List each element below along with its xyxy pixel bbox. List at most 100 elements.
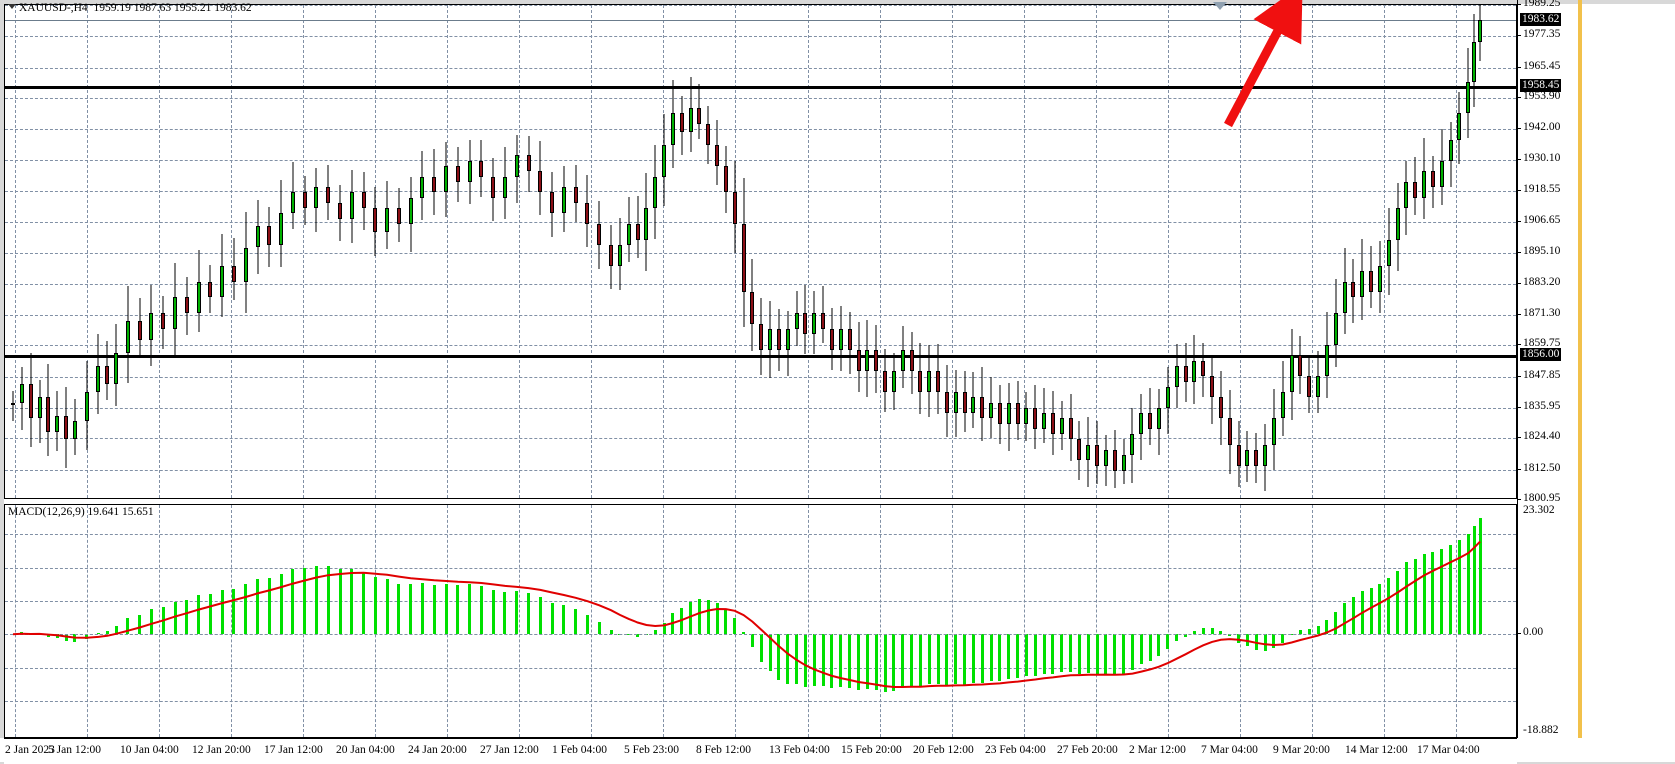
- candle-body-bearish: [883, 371, 888, 393]
- macd-histogram-bar: [597, 621, 601, 635]
- candlestick: [420, 5, 425, 498]
- grid-line-vertical: [519, 5, 520, 498]
- window-top-edge: [0, 0, 1675, 4]
- macd-histogram-bar: [865, 634, 869, 689]
- grid-line-vertical: [808, 5, 809, 498]
- candle-body-bullish: [1121, 455, 1126, 471]
- time-axis-label: 12 Jan 20:00: [192, 744, 251, 756]
- candle-body-bearish: [361, 192, 366, 209]
- macd-indicator-pane[interactable]: [4, 504, 1517, 738]
- candlestick: [644, 5, 649, 498]
- candle-body-bullish: [1316, 376, 1321, 398]
- candle-body-bullish: [1404, 181, 1409, 209]
- candle-body-bullish: [653, 176, 658, 209]
- chart-ohlc-label: 1959.19 1987.63 1955.21 1983.62: [93, 2, 252, 14]
- macd-histogram-bar: [85, 634, 89, 639]
- candlestick: [609, 5, 614, 498]
- candle-body-bearish: [715, 144, 720, 166]
- candle-body-bullish: [444, 166, 449, 193]
- candle-body-bearish: [550, 192, 555, 214]
- candle-body-bearish: [184, 297, 189, 314]
- candlestick: [1033, 5, 1038, 498]
- macd-plot-area[interactable]: [5, 505, 1516, 737]
- price-tick-label: 1930.10: [1523, 152, 1561, 165]
- grid-line-vertical: [159, 5, 160, 498]
- candle-body-bullish: [1386, 239, 1391, 266]
- grid-line-horizontal: [5, 667, 1516, 669]
- candlestick: [349, 5, 354, 498]
- candle-body-bullish: [1377, 265, 1382, 293]
- candle-body-bearish: [697, 108, 702, 124]
- macd-histogram-bar: [910, 634, 914, 686]
- macd-tick-label: 0.00: [1523, 626, 1544, 639]
- candlestick: [149, 5, 154, 498]
- price-plot-area[interactable]: [5, 5, 1516, 498]
- candle-body-bearish: [1430, 171, 1435, 188]
- candle-body-bullish: [125, 321, 130, 353]
- price-chart-pane[interactable]: [4, 4, 1517, 499]
- macd-tick-label: -18.882: [1523, 724, 1559, 736]
- macd-header-label: MACD(12,26,9) 19.641 15.651: [8, 506, 154, 518]
- time-axis-label: 27 Feb 20:00: [1057, 744, 1118, 756]
- candle-body-bearish: [28, 384, 33, 419]
- candle-body-bearish: [1095, 444, 1100, 466]
- grid-line-vertical: [1456, 5, 1457, 498]
- chevron-down-icon[interactable]: [8, 4, 16, 9]
- candlestick: [1360, 5, 1365, 498]
- candlestick: [1404, 5, 1409, 498]
- candle-body-bullish: [617, 244, 622, 266]
- horizontal-level-line[interactable]: [5, 355, 1516, 359]
- candle-body-bearish: [432, 176, 437, 193]
- grid-line-vertical: [447, 5, 448, 498]
- horizontal-level-line[interactable]: [5, 85, 1516, 89]
- candle-body-bullish: [1130, 434, 1135, 456]
- macd-histogram-bar: [1396, 570, 1400, 635]
- macd-histogram-bar: [527, 592, 531, 635]
- candlestick: [1210, 5, 1215, 498]
- candlestick: [617, 5, 622, 498]
- time-axis-label: 8 Feb 12:00: [696, 744, 751, 756]
- macd-histogram-bar: [1378, 583, 1382, 635]
- candlestick: [688, 5, 693, 498]
- candle-body-bearish: [1307, 376, 1312, 398]
- macd-histogram-bar: [1210, 628, 1214, 635]
- candlestick: [72, 5, 77, 498]
- candle-body-bearish: [874, 350, 879, 372]
- candle-body-bullish: [1103, 449, 1108, 466]
- candle-body-bearish: [732, 192, 737, 224]
- candlestick: [1174, 5, 1179, 498]
- price-axis-scale[interactable]: 1989.25 1977.35 1965.45 1953.90 1942.00 1930.…: [1517, 0, 1577, 504]
- time-axis[interactable]: 2 Jan 2023 5 Jan 12:00 10 Jan 04:00 12 Jan …: [4, 738, 1517, 764]
- grid-line-vertical: [880, 5, 881, 498]
- candle-body-bullish: [314, 187, 319, 209]
- grid-line-vertical: [1096, 5, 1097, 498]
- candle-body-bullish: [1457, 113, 1462, 140]
- macd-axis-scale[interactable]: 23.302 0.00 -18.882: [1517, 504, 1577, 738]
- grid-line-vertical: [808, 505, 809, 737]
- time-axis-label: 20 Feb 12:00: [913, 744, 974, 756]
- candle-body-bullish: [55, 415, 60, 432]
- macd-histogram-bar: [812, 634, 816, 686]
- macd-histogram-bar: [839, 634, 843, 687]
- candle-body-bullish: [19, 384, 24, 403]
- candle-body-bearish: [847, 328, 852, 350]
- macd-histogram-bar: [105, 631, 109, 635]
- macd-histogram-bar: [936, 634, 940, 684]
- macd-histogram-bar: [980, 634, 984, 684]
- candlestick: [1448, 5, 1453, 498]
- macd-histogram-bar: [232, 588, 236, 635]
- grid-line-vertical: [591, 505, 592, 737]
- macd-histogram-bar: [420, 583, 424, 635]
- price-tick-mark: [1517, 499, 1521, 500]
- macd-histogram-bar: [1069, 634, 1073, 672]
- macd-histogram-bar: [883, 634, 887, 692]
- macd-histogram-bar: [96, 633, 100, 635]
- candlestick: [927, 5, 932, 498]
- macd-histogram-bar: [385, 579, 389, 635]
- candlestick: [626, 5, 631, 498]
- candle-body-bullish: [290, 192, 295, 214]
- macd-histogram-bar: [1272, 634, 1276, 648]
- macd-histogram-bar: [574, 609, 578, 635]
- candle-body-bullish: [255, 226, 260, 248]
- candlestick: [1130, 5, 1135, 498]
